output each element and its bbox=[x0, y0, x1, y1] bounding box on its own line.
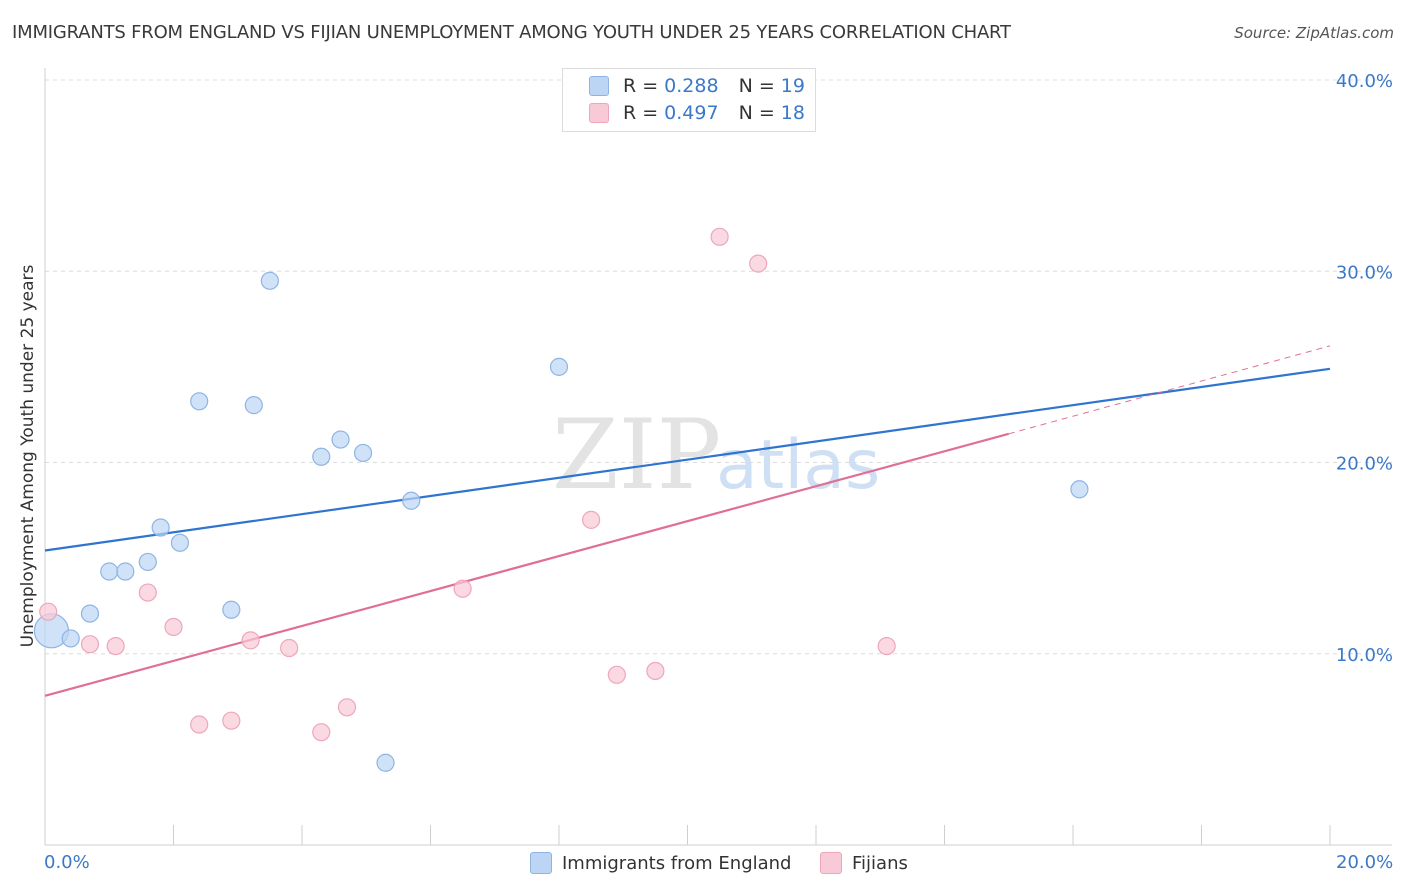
legend: R = 0.288 N = 19 R = 0.497 N = 18 bbox=[562, 68, 816, 132]
y-tick-label-30: 30.0% bbox=[1336, 262, 1393, 283]
point-england bbox=[100, 562, 119, 581]
point-fijians bbox=[190, 715, 209, 734]
point-fijians bbox=[164, 617, 183, 637]
y-tick-label-20: 20.0% bbox=[1336, 454, 1393, 475]
point-england bbox=[222, 600, 241, 619]
trend-line-fijians-extension bbox=[1008, 345, 1331, 435]
point-fijians bbox=[582, 510, 601, 529]
point-england bbox=[376, 753, 395, 772]
series-label-england: Immigrants from England bbox=[562, 852, 792, 874]
source-label: Source: ZipAtlas.com bbox=[1234, 24, 1394, 42]
series-legend: Immigrants from England Fijians bbox=[0, 850, 1406, 878]
legend-n-value-pink: 18 bbox=[780, 102, 805, 124]
point-fijians bbox=[646, 661, 665, 681]
series-swatch-fijians bbox=[820, 852, 842, 874]
grid-lines bbox=[45, 79, 1392, 655]
watermark-atlas: atlas bbox=[716, 426, 880, 505]
axes bbox=[44, 68, 1392, 846]
series-swatch-england bbox=[530, 852, 552, 874]
point-fijians bbox=[138, 583, 157, 602]
point-england bbox=[549, 357, 569, 376]
watermark: ZIP atlas bbox=[552, 399, 880, 511]
legend-swatch-pink bbox=[589, 103, 609, 123]
legend-r-value-pink: 0.497 bbox=[664, 102, 719, 124]
point-fijians bbox=[453, 579, 472, 598]
point-england bbox=[1070, 480, 1089, 499]
point-fijians bbox=[241, 631, 260, 650]
legend-n-value-blue: 19 bbox=[780, 75, 805, 97]
legend-row-pink: R = 0.497 N = 18 bbox=[589, 100, 805, 126]
point-england bbox=[402, 491, 421, 510]
x-tick-label-min: 0.0% bbox=[44, 852, 90, 873]
point-fijians bbox=[877, 636, 896, 656]
point-fijians bbox=[710, 227, 729, 246]
point-england bbox=[312, 447, 331, 466]
point-fijians bbox=[312, 723, 331, 742]
point-fijians bbox=[337, 698, 357, 717]
point-england bbox=[151, 518, 170, 537]
trend-lines bbox=[44, 345, 1331, 697]
legend-swatch-blue bbox=[589, 76, 609, 96]
point-fijians bbox=[749, 254, 768, 273]
point-england bbox=[170, 533, 190, 552]
point-fijians bbox=[607, 665, 626, 684]
series-label-fijians: Fijians bbox=[852, 852, 908, 874]
legend-n-label: N = bbox=[738, 75, 775, 97]
y-tick-label-10: 10.0% bbox=[1336, 645, 1393, 666]
legend-r-label: R = bbox=[623, 102, 659, 124]
point-england bbox=[61, 629, 80, 648]
trend-line-fijians bbox=[44, 432, 1010, 697]
point-england bbox=[260, 271, 279, 290]
point-fijians bbox=[280, 638, 299, 658]
series-legend-fijians: Fijians bbox=[820, 852, 908, 874]
point-fijians bbox=[106, 636, 125, 656]
point-england bbox=[138, 552, 157, 572]
legend-r-value-blue: 0.288 bbox=[664, 75, 719, 97]
data-points bbox=[33, 227, 1089, 772]
point-england bbox=[244, 396, 263, 415]
legend-row-blue: R = 0.288 N = 19 bbox=[589, 73, 805, 99]
y-axis-label: Unemployment Among Youth under 25 years bbox=[18, 264, 38, 648]
y-tick-labels: 10.0% 20.0% 30.0% 40.0% bbox=[1336, 71, 1393, 666]
legend-n-label: N = bbox=[738, 102, 775, 124]
watermark-zip: ZIP bbox=[552, 399, 721, 511]
point-england bbox=[331, 430, 350, 449]
point-fijians bbox=[80, 635, 100, 654]
trend-line-england bbox=[44, 367, 1331, 552]
point-england bbox=[190, 392, 209, 411]
y-tick-label-40: 40.0% bbox=[1336, 71, 1393, 92]
chart-title: IMMIGRANTS FROM ENGLAND VS FIJIAN UNEMPL… bbox=[12, 22, 1011, 43]
point-fijians bbox=[222, 711, 241, 730]
point-england bbox=[80, 604, 100, 623]
point-fijians bbox=[39, 602, 58, 621]
x-tick-label-max: 20.0% bbox=[1336, 852, 1394, 873]
legend-r-label: R = bbox=[623, 75, 659, 97]
series-legend-england: Immigrants from England bbox=[530, 852, 791, 874]
point-england bbox=[116, 562, 135, 581]
point-england bbox=[353, 443, 373, 463]
